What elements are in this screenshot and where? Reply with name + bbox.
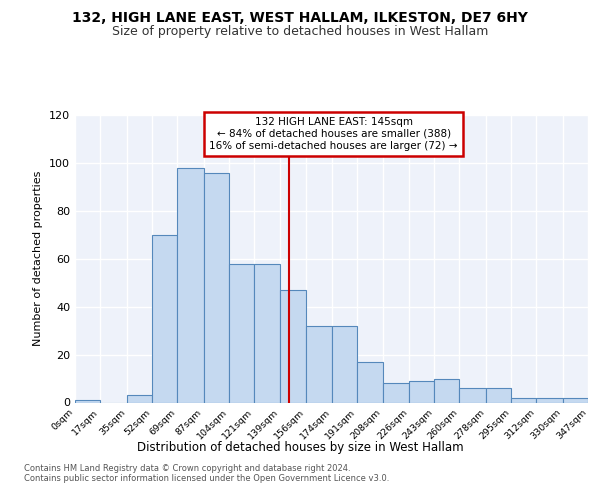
Bar — [434, 378, 460, 402]
Text: 132 HIGH LANE EAST: 145sqm
← 84% of detached houses are smaller (388)
16% of sem: 132 HIGH LANE EAST: 145sqm ← 84% of deta… — [209, 118, 458, 150]
Bar — [332, 326, 358, 402]
Bar — [280, 290, 305, 403]
Bar — [511, 398, 536, 402]
Bar — [536, 398, 563, 402]
Bar — [152, 235, 177, 402]
Bar — [563, 398, 588, 402]
Bar — [203, 172, 229, 402]
Bar — [460, 388, 486, 402]
Bar — [177, 168, 203, 402]
Text: 132, HIGH LANE EAST, WEST HALLAM, ILKESTON, DE7 6HY: 132, HIGH LANE EAST, WEST HALLAM, ILKEST… — [72, 11, 528, 25]
Y-axis label: Number of detached properties: Number of detached properties — [34, 171, 43, 346]
Bar — [254, 264, 280, 402]
Bar — [486, 388, 511, 402]
Bar — [305, 326, 332, 402]
Text: Distribution of detached houses by size in West Hallam: Distribution of detached houses by size … — [137, 441, 463, 454]
Bar — [409, 381, 434, 402]
Text: Size of property relative to detached houses in West Hallam: Size of property relative to detached ho… — [112, 25, 488, 38]
Bar — [127, 396, 152, 402]
Bar — [75, 400, 100, 402]
Bar — [229, 264, 254, 402]
Bar — [358, 362, 383, 403]
Text: Contains HM Land Registry data © Crown copyright and database right 2024.
Contai: Contains HM Land Registry data © Crown c… — [24, 464, 389, 483]
Bar — [383, 384, 409, 402]
